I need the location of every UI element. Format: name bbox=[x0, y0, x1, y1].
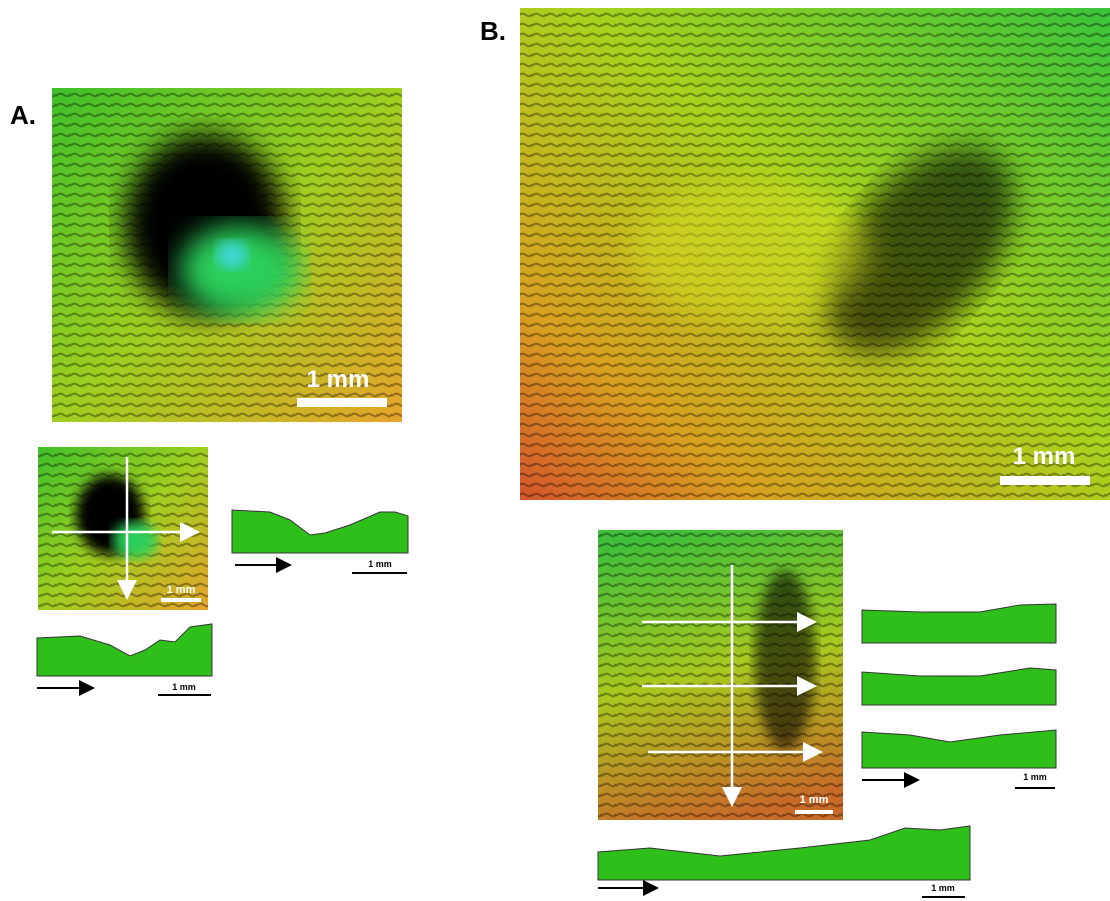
panel-b-image: 1 mm bbox=[520, 8, 1110, 500]
panel-b-inset: 1 mm bbox=[598, 530, 843, 820]
scale-label: 1 mm bbox=[172, 682, 196, 692]
scale-label: 1 mm bbox=[1023, 772, 1047, 782]
scale-label: 1 mm bbox=[368, 559, 392, 569]
scale-label: 1 mm bbox=[307, 366, 370, 393]
panel-a-inset: 1 mm bbox=[38, 447, 208, 610]
panel-label: A. bbox=[10, 100, 36, 130]
panel-a-image: 1 mm bbox=[52, 88, 402, 422]
scale-label: 1 mm bbox=[1013, 443, 1076, 470]
figure: A. 1 mm 1 mm 1 mm 1 mm B. 1 mm bbox=[0, 0, 1110, 901]
panel-label: B. bbox=[480, 16, 506, 46]
scale-label: 1 mm bbox=[931, 883, 955, 893]
scale-label: 1 mm bbox=[800, 794, 829, 806]
scale-label: 1 mm bbox=[167, 584, 196, 596]
